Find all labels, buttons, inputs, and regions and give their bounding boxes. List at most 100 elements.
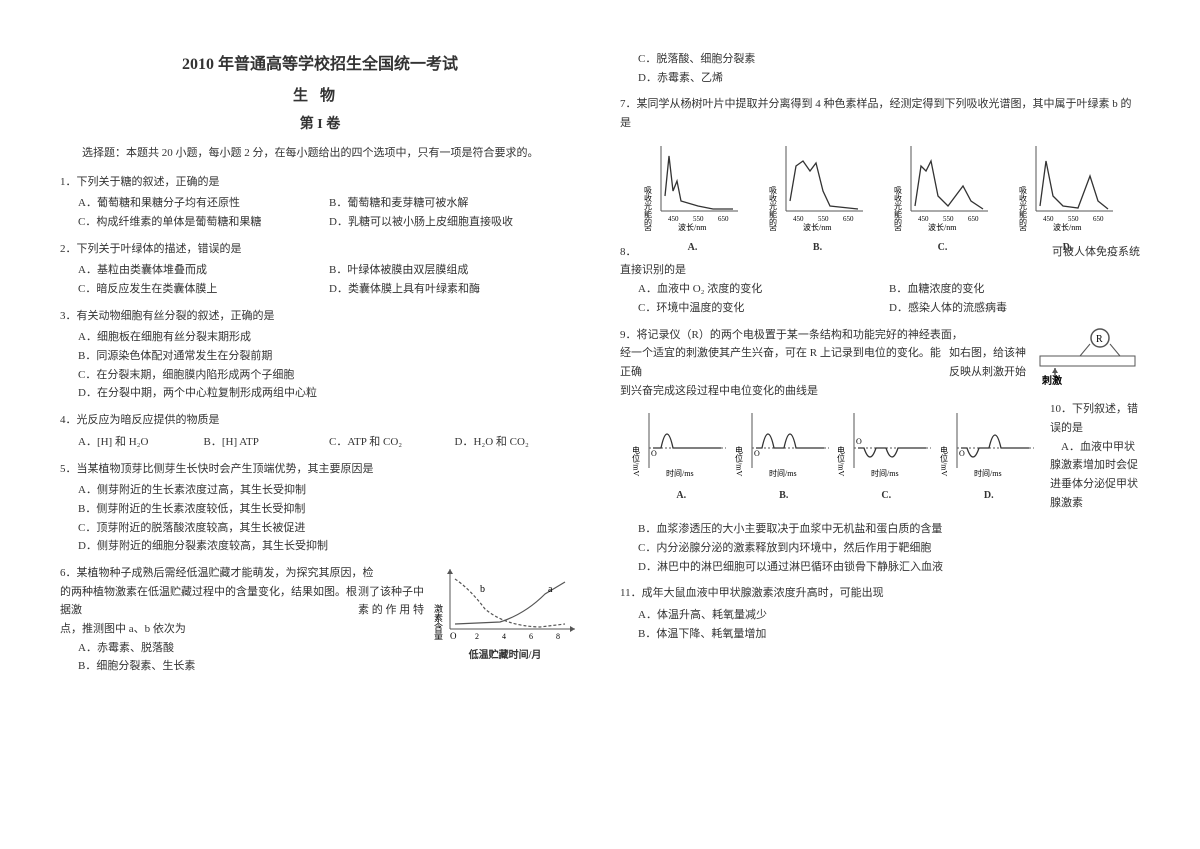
question-2: 2．下列关于叶绿体的描述，错误的是 A．基粒由类囊体堆叠而成 B．叶绿体被膜由双… xyxy=(60,240,580,299)
question-4: 4．光反应为暗反应提供的物质是 A．[H] 和 H₂O B．[H] ATP C．… xyxy=(60,411,580,451)
svg-text:450: 450 xyxy=(668,215,679,223)
svg-text:a: a xyxy=(548,584,553,595)
instruction: 选择题：本题共 20 小题，每小题 2 分，在每小题给出的四个选项中，只有一项是… xyxy=(60,145,580,163)
q10-opt-d: D．淋巴中的淋巴细胞可以通过淋巴循环由锁骨下静脉汇入血液 xyxy=(638,558,1140,577)
q9-chart-b: 电位/mV O 时间/ms B. xyxy=(734,408,834,478)
svg-text:O: O xyxy=(651,449,657,458)
q7-chart-a: 吸收光能的百分比 450 550 650 波长/nm A. xyxy=(643,141,743,231)
svg-text:波长/nm: 波长/nm xyxy=(1053,222,1082,231)
svg-text:450: 450 xyxy=(918,215,929,223)
q10-opt-b: B．血浆渗透压的大小主要取决于血浆中无机盐和蛋白质的含量 xyxy=(638,520,1140,539)
q4-opt-a: A．[H] 和 H₂O xyxy=(78,433,204,452)
q3-options: A．细胞板在细胞有丝分裂末期形成 B．同源染色体配对通常发生在分裂前期 C．在分… xyxy=(60,328,580,403)
q5-opt-b: B．侧芽附近的生长素浓度较低，其生长受抑制 xyxy=(78,500,580,519)
q9-nerve-figure: R 刺激 xyxy=(1030,326,1140,386)
q2-stem: 2．下列关于叶绿体的描述，错误的是 xyxy=(60,240,580,259)
q2-opt-b: B．叶绿体被膜由双层膜组成 xyxy=(329,261,580,280)
q4-stem: 4．光反应为暗反应提供的物质是 xyxy=(60,411,580,430)
q6-opt-c: C．脱落酸、细胞分裂素 xyxy=(638,50,1140,69)
q5-opt-d: D．侧芽附近的细胞分裂素浓度较高，其生长受抑制 xyxy=(78,537,580,556)
q7-chart-b: 吸收光能的百分比 450 550 650 波长/nm B. xyxy=(768,141,868,231)
q1-opt-a: A．葡萄糖和果糖分子均有还原性 xyxy=(78,194,329,213)
q10-opt-c: C．内分泌腺分泌的激素释放到内环境中，然后作用于靶细胞 xyxy=(638,539,1140,558)
q9-chart-a: 电位/mV O 时间/ms A. xyxy=(631,408,731,478)
question-9: R 刺激 9．将记录仪（R）的两个电极置于某一条结构和功能完好的神经表面，如右图… xyxy=(620,326,1140,513)
question-7: 7．某同学从杨树叶片中提取并分离得到 4 种色素样品，经测定得到下列吸收光谱图，… xyxy=(620,95,1140,234)
right-column: C．脱落酸、细胞分裂素 D．赤霉素、乙烯 7．某同学从杨树叶片中提取并分离得到 … xyxy=(620,50,1140,799)
q3-opt-a: A．细胞板在细胞有丝分裂末期形成 xyxy=(78,328,580,347)
question-10-cont: B．血浆渗透压的大小主要取决于血浆中无机盐和蛋白质的含量 C．内分泌腺分泌的激素… xyxy=(620,520,1140,576)
svg-text:波长/nm: 波长/nm xyxy=(678,222,707,231)
svg-text:2: 2 xyxy=(475,632,479,641)
svg-text:650: 650 xyxy=(1093,215,1104,223)
q4-opt-d: D．H₂O 和 CO₂ xyxy=(455,433,581,452)
q1-opt-d: D．乳糖可以被小肠上皮细胞直接吸收 xyxy=(329,213,580,232)
svg-text:吸收光能的百分比: 吸收光能的百分比 xyxy=(1018,186,1027,231)
q2-options: A．基粒由类囊体堆叠而成 B．叶绿体被膜由双层膜组成 C．暗反应发生在类囊体膜上… xyxy=(60,261,580,298)
q8-stem-2: 直接识别的是 xyxy=(620,261,1140,280)
svg-text:波长/nm: 波长/nm xyxy=(803,222,832,231)
q5-options: A．侧芽附近的生长素浓度过高，其生长受抑制 B．侧芽附近的生长素浓度较低，其生长… xyxy=(60,481,580,556)
section-title: 第 I 卷 xyxy=(60,113,580,133)
q5-opt-a: A．侧芽附近的生长素浓度过高，其生长受抑制 xyxy=(78,481,580,500)
svg-text:450: 450 xyxy=(793,215,804,223)
question-3: 3．有关动物细胞有丝分裂的叙述，正确的是 A．细胞板在细胞有丝分裂末期形成 B．… xyxy=(60,307,580,403)
q3-stem: 3．有关动物细胞有丝分裂的叙述，正确的是 xyxy=(60,307,580,326)
svg-text:O: O xyxy=(959,449,965,458)
q7-charts: 吸收光能的百分比 450 550 650 波长/nm A. 吸收光能的百分比 4… xyxy=(620,141,1140,231)
question-11: 11．成年大鼠血液中甲状腺激素浓度升高时，可能出现 A．体温升高、耗氧量减少 B… xyxy=(620,584,1140,643)
svg-text:8: 8 xyxy=(556,632,560,641)
svg-text:时间/ms: 时间/ms xyxy=(666,468,694,478)
q7-chart-c: 吸收光能的百分比 450 550 650 波长/nm C. xyxy=(893,141,993,231)
svg-text:550: 550 xyxy=(943,215,954,223)
q6-chart: 激素含量 b a O 2 4 6 8 低温贮藏时间/月 xyxy=(430,564,580,644)
svg-text:6: 6 xyxy=(529,632,533,641)
svg-text:刺激: 刺激 xyxy=(1041,374,1062,386)
svg-text:R: R xyxy=(1096,334,1103,345)
q9-charts: 电位/mV O 时间/ms A. 电位/mV O 时间/ms xyxy=(620,408,1050,478)
q8-opt-c: C．环境中温度的变化 xyxy=(638,299,889,318)
svg-text:时间/ms: 时间/ms xyxy=(974,468,1002,478)
q6-continued: C．脱落酸、细胞分裂素 D．赤霉素、乙烯 xyxy=(620,50,1140,87)
svg-text:电位/mV: 电位/mV xyxy=(734,445,743,476)
q3-opt-d: D．在分裂中期，两个中心粒复制形成两组中心粒 xyxy=(78,384,580,403)
svg-text:550: 550 xyxy=(693,215,704,223)
svg-text:O: O xyxy=(754,449,760,458)
svg-text:450: 450 xyxy=(1043,215,1054,223)
q2-opt-d: D．类囊体膜上具有叶绿素和酶 xyxy=(329,280,580,299)
q11-stem: 11．成年大鼠血液中甲状腺激素浓度升高时，可能出现 xyxy=(620,584,1140,603)
q11-options: A．体温升高、耗氧量减少 B．体温下降、耗氧量增加 xyxy=(620,606,1140,643)
q3-opt-c: C．在分裂末期，细胞膜内陷形成两个子细胞 xyxy=(78,366,580,385)
svg-text:O: O xyxy=(450,631,457,641)
svg-text:4: 4 xyxy=(502,632,506,641)
q4-opt-b: B．[H] ATP xyxy=(204,433,330,452)
q5-opt-c: C．顶芽附近的脱落酸浓度较高，其生长被促进 xyxy=(78,519,580,538)
q3-opt-b: B．同源染色体配对通常发生在分裂前期 xyxy=(78,347,580,366)
svg-text:650: 650 xyxy=(843,215,854,223)
svg-text:650: 650 xyxy=(968,215,979,223)
q1-options: A．葡萄糖和果糖分子均有还原性 B．葡萄糖和麦芽糖可被水解 C．构成纤维素的单体… xyxy=(60,194,580,231)
q1-opt-c: C．构成纤维素的单体是葡萄糖和果糖 xyxy=(78,213,329,232)
q2-opt-c: C．暗反应发生在类囊体膜上 xyxy=(78,280,329,299)
svg-text:电位/mV: 电位/mV xyxy=(939,445,948,476)
q5-stem: 5．当某植物顶芽比侧芽生长快时会产生顶端优势，其主要原因是 xyxy=(60,460,580,479)
q9-chart-d: 电位/mV O 时间/ms D. xyxy=(939,408,1039,478)
q8-opt-d: D．感染人体的流感病毒 xyxy=(889,299,1140,318)
q7-stem: 7．某同学从杨树叶片中提取并分离得到 4 种色素样品，经测定得到下列吸收光谱图，… xyxy=(620,95,1140,132)
q1-stem: 1．下列关于糖的叙述，正确的是 xyxy=(60,173,580,192)
q8-opt-a: A．血液中 O₂ 浓度的变化 xyxy=(638,280,889,299)
q7-chart-d: 吸收光能的百分比 450 550 650 波长/nm D. xyxy=(1018,141,1118,231)
svg-text:激素含量: 激素含量 xyxy=(433,603,443,640)
q9-chart-c: 电位/mV O 时间/ms C. xyxy=(836,408,936,478)
q11-opt-a: A．体温升高、耗氧量减少 xyxy=(638,606,1140,625)
q6-xlabel: 低温贮藏时间/月 xyxy=(430,647,580,664)
q11-opt-b: B．体温下降、耗氧量增加 xyxy=(638,625,1140,644)
svg-text:O: O xyxy=(856,437,862,446)
svg-text:波长/nm: 波长/nm xyxy=(928,222,957,231)
svg-text:电位/mV: 电位/mV xyxy=(837,445,846,476)
left-column: 2010 年普通高等学校招生全国统一考试 生物 第 I 卷 选择题：本题共 20… xyxy=(60,50,580,799)
svg-text:电位/mV: 电位/mV xyxy=(632,445,641,476)
question-5: 5．当某植物顶芽比侧芽生长快时会产生顶端优势，其主要原因是 A．侧芽附近的生长素… xyxy=(60,460,580,556)
svg-text:时间/ms: 时间/ms xyxy=(871,468,899,478)
svg-text:550: 550 xyxy=(1068,215,1079,223)
